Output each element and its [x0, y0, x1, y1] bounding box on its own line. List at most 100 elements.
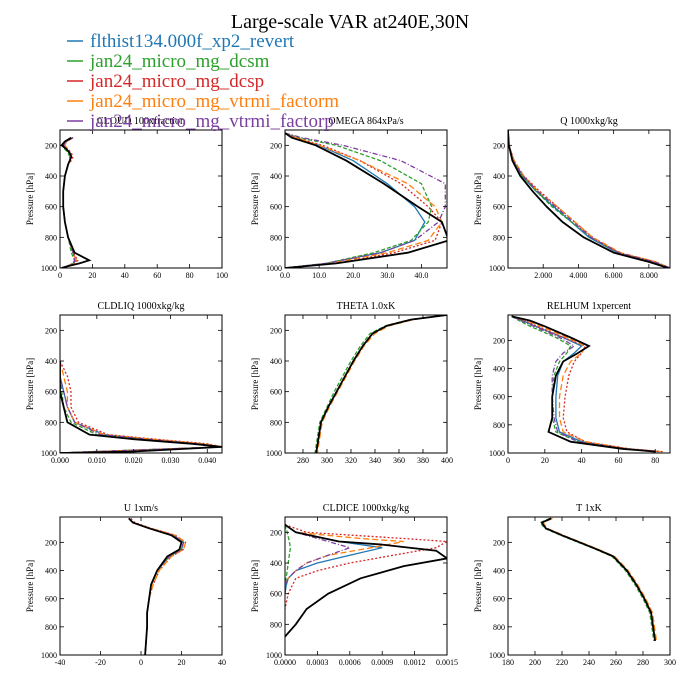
x-tick-label: 0.0000: [274, 658, 296, 667]
series-line-2: [285, 132, 433, 268]
y-tick-label: 600: [493, 203, 505, 212]
panel-frame: [507, 129, 671, 269]
x-tick-label: 0.040: [198, 456, 216, 465]
series-line-6: [285, 132, 447, 268]
x-tick-label: 0: [58, 271, 62, 280]
y-tick-label: 200: [45, 141, 57, 150]
x-tick-label: 0.0015: [436, 658, 458, 667]
x-tick-label: 320: [345, 456, 357, 465]
x-tick-label: 380: [417, 456, 429, 465]
x-tick-label: 300: [321, 456, 333, 465]
x-tick-label: 300: [664, 658, 676, 667]
y-tick-label: 200: [493, 336, 505, 345]
series-line-5: [511, 315, 660, 453]
y-tick-label: 1000: [489, 264, 505, 273]
panel-title: RELHUM 1xpercent: [547, 301, 631, 312]
panel-8: 0.0000 0.0003 0.0006 0.0009 0.0012 0.0015 200 4…: [250, 503, 458, 667]
series-line-2: [285, 524, 292, 587]
x-tick-label: 0.0006: [339, 658, 361, 667]
panel-title: CLDICE 1000xkg/kg: [323, 503, 409, 514]
panel-frame: [59, 516, 223, 656]
y-tick-label: 200: [45, 538, 57, 547]
series-line-3: [511, 315, 663, 453]
panel-1: 0 20 40 60 80 100 200 400 600 800 1000 CLOUD 100xfr…: [25, 116, 228, 280]
x-tick-label: 0.020: [125, 456, 143, 465]
y-tick-label: 600: [493, 595, 505, 604]
y-tick-label: 600: [45, 203, 57, 212]
panel-5: 280 300 320 340 360 380 400 200 400 600 800 1000 THE…: [250, 301, 453, 465]
series-line-6: [285, 523, 447, 638]
y-tick-label: 400: [45, 357, 57, 366]
y-tick-label: 200: [270, 326, 282, 335]
y-tick-label: 400: [45, 172, 57, 181]
y-tick-label: 800: [270, 620, 282, 629]
panel-title: OMEGA 864xPa/s: [328, 116, 403, 127]
series-group: [60, 136, 92, 268]
series-line-3: [508, 130, 670, 268]
y-tick-label: 800: [493, 421, 505, 430]
legend-label-3: jan24_micro_mg_dcsp: [89, 71, 264, 92]
x-tick-label: 10.0: [312, 271, 326, 280]
y-tick-label: 1000: [489, 449, 505, 458]
y-tick-label: 800: [270, 418, 282, 427]
series-line-5: [60, 361, 222, 453]
panel-6: 0 20 40 60 80 200 400 600 800 1000 RELHUM 1xpercen…: [473, 301, 671, 465]
x-tick-label: 80: [651, 456, 659, 465]
x-tick-label: 20: [178, 658, 186, 667]
panel-2: 0.0 10.0 20.0 30.0 40.0 200 400 600 800 1000 OMEGA…: [250, 116, 448, 280]
y-axis-label: Pressure [hPa]: [473, 560, 483, 612]
y-tick-label: 200: [270, 528, 282, 537]
y-tick-label: 600: [270, 590, 282, 599]
y-tick-label: 1000: [489, 651, 505, 660]
series-line-1: [540, 517, 656, 641]
y-tick-label: 600: [493, 393, 505, 402]
x-tick-label: 260: [610, 658, 622, 667]
panel-frame: [284, 314, 448, 454]
y-tick-label: 400: [270, 172, 282, 181]
x-tick-label: -40: [55, 658, 66, 667]
x-tick-label: 360: [393, 456, 405, 465]
x-tick-label: 6.000: [605, 271, 623, 280]
series-line-4: [511, 315, 661, 453]
legend-label-5: jan24_micro_mg_vtrmi_factorp: [89, 111, 334, 132]
y-tick-label: 1000: [266, 264, 282, 273]
x-tick-label: 400: [441, 456, 453, 465]
x-tick-label: 4.000: [569, 271, 587, 280]
legend: flthist134.000f_xp2_revertjan24_micro_mg…: [67, 31, 339, 132]
y-tick-label: 600: [45, 595, 57, 604]
x-tick-label: 60: [614, 456, 622, 465]
series-group: [285, 523, 447, 638]
panel-frame: [59, 129, 223, 269]
panel-title: Q 1000xkg/kg: [560, 116, 618, 127]
series-line-2: [511, 315, 656, 453]
series-line-6: [60, 136, 92, 268]
y-tick-label: 200: [45, 326, 57, 335]
y-tick-label: 800: [493, 623, 505, 632]
x-tick-label: 60: [153, 271, 161, 280]
y-tick-label: 200: [493, 538, 505, 547]
x-tick-label: 0.000: [51, 456, 69, 465]
series-line-1: [315, 315, 447, 453]
y-tick-label: 1000: [266, 449, 282, 458]
y-axis-label: Pressure [hPa]: [250, 173, 260, 225]
x-tick-label: 20: [541, 456, 549, 465]
x-tick-label: 40: [578, 456, 586, 465]
x-tick-label: 8.000: [640, 271, 658, 280]
y-tick-label: 600: [270, 388, 282, 397]
panel-title: T 1xK: [576, 503, 602, 514]
y-tick-label: 1000: [41, 449, 57, 458]
x-tick-label: 0.0009: [371, 658, 393, 667]
series-line-1: [285, 132, 426, 268]
y-tick-label: 800: [45, 623, 57, 632]
x-tick-label: 280: [297, 456, 309, 465]
x-tick-label: 20: [88, 271, 96, 280]
panel-3: 2.000 4.000 6.000 8.000 200 400 600 800 1000 Q 10…: [473, 116, 671, 280]
series-group: [508, 130, 670, 268]
x-tick-label: 0.0: [280, 271, 290, 280]
x-tick-label: 0.0012: [404, 658, 426, 667]
series-line-1: [511, 315, 660, 453]
y-tick-label: 400: [493, 567, 505, 576]
x-tick-label: 180: [502, 658, 514, 667]
y-tick-label: 800: [493, 233, 505, 242]
